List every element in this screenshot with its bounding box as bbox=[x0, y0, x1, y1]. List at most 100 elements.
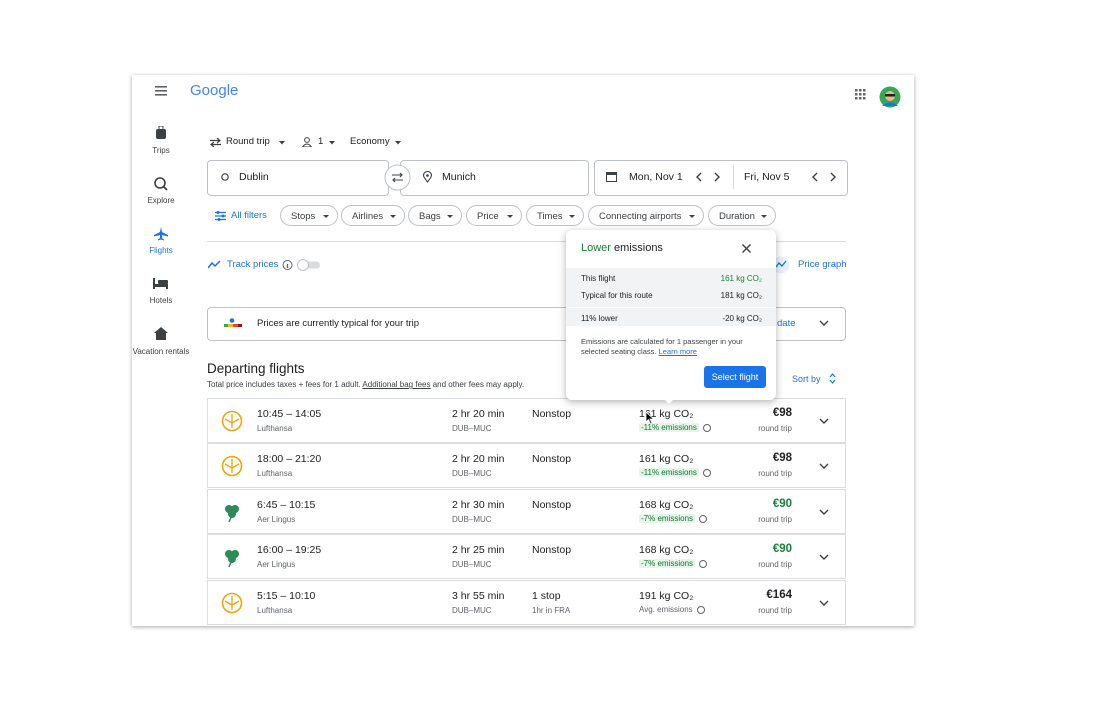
flight-row[interactable]: 6:45 – 10:15 Aer Lingus 2 hr 30 min DUB–MUC… bbox=[207, 489, 846, 534]
filter-chip[interactable]: Price bbox=[466, 205, 522, 226]
expand-button[interactable] bbox=[819, 463, 829, 470]
google-logo[interactable]: Google bbox=[190, 82, 239, 99]
emissions-label: -7% emissions bbox=[639, 559, 696, 568]
price: €98 bbox=[772, 452, 792, 464]
price-level-icon bbox=[224, 318, 242, 327]
price: €90 bbox=[772, 498, 792, 510]
route: DUB–MUC bbox=[452, 560, 492, 569]
apps-button[interactable] bbox=[855, 89, 866, 100]
flight-time: 6:45 – 10:15 bbox=[257, 499, 316, 511]
filter-chip[interactable]: Bags bbox=[408, 205, 462, 226]
filter-chip[interactable]: Connecting airports bbox=[588, 205, 704, 226]
price: €90 bbox=[772, 543, 792, 555]
expand-button[interactable] bbox=[819, 554, 829, 561]
avatar[interactable] bbox=[879, 86, 901, 108]
trip-type[interactable]: Round trip bbox=[226, 136, 270, 147]
origin-icon bbox=[221, 173, 229, 181]
fees-note: Total price includes taxes + fees for 1 … bbox=[207, 380, 524, 389]
bag-fees-link[interactable]: Additional bag fees bbox=[362, 380, 431, 389]
info-icon[interactable] bbox=[697, 606, 705, 614]
sort-by[interactable]: Sort by bbox=[792, 374, 821, 384]
expand-button[interactable] bbox=[819, 320, 829, 327]
emissions: 161 kg CO₂ bbox=[639, 453, 694, 465]
explore-icon[interactable] bbox=[154, 177, 168, 191]
filter-chip[interactable]: Airlines bbox=[341, 205, 405, 226]
nav-vacation-rentals[interactable]: Vacation rentals bbox=[132, 347, 190, 356]
vacation-icon[interactable] bbox=[154, 327, 168, 340]
airline-logo bbox=[225, 505, 239, 523]
flight-row[interactable]: 18:00 – 21:20 Lufthansa 2 hr 20 min DUB–MUC… bbox=[207, 443, 846, 488]
info-icon[interactable] bbox=[699, 560, 707, 568]
note-text: Emissions are calculated for 1 passenger… bbox=[581, 337, 743, 356]
info-icon[interactable] bbox=[703, 469, 711, 477]
close-button[interactable] bbox=[742, 244, 751, 253]
airline: Aer Lingus bbox=[257, 515, 296, 524]
insight-link[interactable]: date bbox=[777, 318, 796, 329]
popup-row-value: 161 kg CO₂ bbox=[720, 274, 762, 283]
info-icon[interactable] bbox=[703, 424, 711, 432]
route: DUB–MUC bbox=[452, 424, 492, 433]
cabin-class[interactable]: Economy bbox=[350, 136, 390, 147]
airline-logo bbox=[225, 550, 239, 568]
date-stepper[interactable] bbox=[812, 172, 838, 182]
nav-flights[interactable]: Flights bbox=[149, 246, 173, 255]
hotels-icon[interactable] bbox=[153, 278, 168, 289]
emissions-label: -7% emissions bbox=[639, 514, 696, 523]
passengers[interactable]: 1 bbox=[318, 136, 324, 147]
dropdown-arrow bbox=[279, 141, 285, 145]
menu-button[interactable] bbox=[155, 86, 167, 96]
popup-row-value: 181 kg CO₂ bbox=[720, 291, 762, 300]
route: DUB–MUC bbox=[452, 606, 492, 615]
flight-row[interactable]: 5:15 – 10:10 Lufthansa 3 hr 55 min DUB–MUC 1… bbox=[207, 580, 846, 625]
airline: Aer Lingus bbox=[257, 560, 296, 569]
note-text: and other fees may apply. bbox=[430, 380, 525, 389]
nav-trips[interactable]: Trips bbox=[152, 146, 170, 155]
track-toggle[interactable] bbox=[282, 259, 322, 271]
filter-chip[interactable]: Duration bbox=[708, 205, 776, 226]
nav-hotels[interactable]: Hotels bbox=[149, 296, 173, 305]
origin-field[interactable] bbox=[207, 160, 389, 196]
expand-button[interactable] bbox=[819, 600, 829, 607]
flight-time: 16:00 – 19:25 bbox=[257, 544, 322, 556]
flights-icon[interactable] bbox=[154, 227, 168, 241]
swap-button[interactable] bbox=[384, 164, 411, 191]
passenger-icon bbox=[302, 137, 312, 147]
airline: Lufthansa bbox=[257, 424, 293, 433]
airline-logo bbox=[221, 455, 243, 477]
date-stepper[interactable] bbox=[696, 172, 722, 182]
trend-icon bbox=[208, 260, 221, 269]
all-filters[interactable]: All filters bbox=[231, 210, 267, 221]
select-flight-button[interactable]: Select flight bbox=[704, 366, 766, 388]
emissions-label: -11% emissions bbox=[639, 468, 699, 477]
depart-date[interactable]: Mon, Nov 1 bbox=[629, 171, 683, 183]
popup-title: Lower emissions bbox=[581, 242, 663, 254]
flight-row[interactable]: 10:45 – 14:05 Lufthansa 2 hr 20 min DUB–MUC… bbox=[207, 398, 846, 443]
sort-icon[interactable] bbox=[829, 373, 836, 384]
divider bbox=[566, 307, 776, 308]
date-field[interactable] bbox=[594, 160, 848, 196]
price-graph[interactable]: Price graph bbox=[798, 259, 847, 270]
nav-explore[interactable]: Explore bbox=[147, 196, 175, 205]
expand-button[interactable] bbox=[819, 418, 829, 425]
info-icon[interactable] bbox=[699, 515, 707, 523]
airline-logo bbox=[221, 410, 243, 432]
track-prices[interactable]: Track prices bbox=[227, 259, 279, 270]
flight-row[interactable]: 16:00 – 19:25 Aer Lingus 2 hr 25 min DUB–MU… bbox=[207, 534, 846, 579]
expand-button[interactable] bbox=[819, 509, 829, 516]
dropdown-arrow bbox=[329, 141, 335, 145]
flight-time: 18:00 – 21:20 bbox=[257, 453, 322, 465]
emissions-popup: Lower emissions This flight 161 kg CO₂ Typ… bbox=[566, 230, 776, 400]
price-note: round trip bbox=[758, 606, 792, 615]
return-date[interactable]: Fri, Nov 5 bbox=[744, 171, 790, 183]
filter-chip[interactable]: Stops bbox=[280, 205, 338, 226]
learn-more[interactable]: Learn more bbox=[658, 347, 697, 356]
destination[interactable]: Munich bbox=[442, 171, 476, 183]
trips-icon[interactable] bbox=[155, 126, 167, 140]
origin[interactable]: Dublin bbox=[239, 171, 269, 183]
insight-text: Prices are currently typical for your tr… bbox=[257, 318, 420, 329]
filter-chip[interactable]: Times bbox=[526, 205, 584, 226]
calendar-icon bbox=[606, 172, 617, 182]
popup-title-highlight: Lower bbox=[581, 242, 611, 254]
cursor bbox=[645, 411, 655, 425]
divider bbox=[733, 165, 734, 189]
